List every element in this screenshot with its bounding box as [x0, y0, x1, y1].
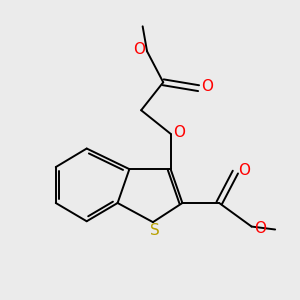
Text: O: O — [238, 163, 250, 178]
Text: O: O — [254, 220, 266, 236]
Text: O: O — [201, 79, 213, 94]
Text: O: O — [133, 42, 145, 57]
Text: S: S — [150, 223, 160, 238]
Text: O: O — [173, 125, 185, 140]
